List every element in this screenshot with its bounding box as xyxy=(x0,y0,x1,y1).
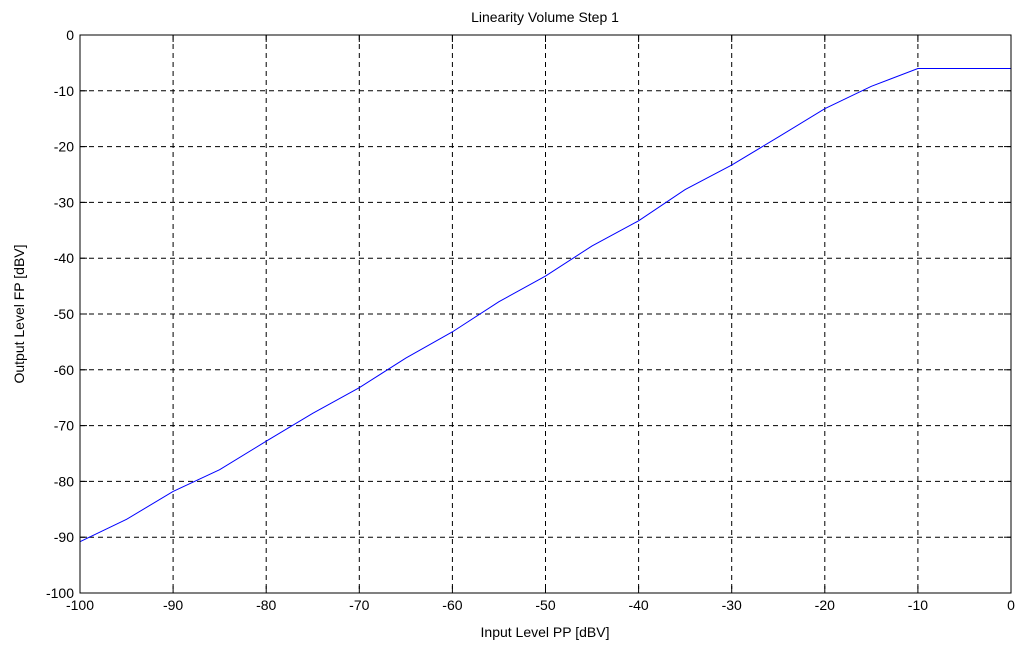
x-tick-label: -90 xyxy=(163,597,183,613)
y-tick-label: -40 xyxy=(54,250,74,266)
x-tick-label: -10 xyxy=(908,597,928,613)
y-tick-label: -30 xyxy=(54,194,74,210)
y-tick-label: -10 xyxy=(54,83,74,99)
x-tick-label: 0 xyxy=(1007,597,1015,613)
y-tick-label: -80 xyxy=(54,473,74,489)
x-axis-label: Input Level PP [dBV] xyxy=(481,624,610,640)
x-tick-label: -40 xyxy=(628,597,648,613)
x-tick-label: -60 xyxy=(442,597,462,613)
series-line xyxy=(79,67,1011,543)
y-tick-label: -20 xyxy=(54,139,74,155)
ticks xyxy=(79,34,1012,594)
grid xyxy=(80,35,1011,593)
x-tick-label: -30 xyxy=(722,597,742,613)
x-tick-labels: -100 -90 -80 -70 -60 -50 -40 -30 -20 -10 0 xyxy=(66,597,1015,613)
x-tick-label: -80 xyxy=(256,597,276,613)
y-tick-labels: 0 -10 -20 -30 -40 -50 -60 -70 -80 -90 -100 xyxy=(46,27,74,601)
y-tick-label: -60 xyxy=(54,362,74,378)
x-tick-label: -70 xyxy=(349,597,369,613)
y-tick-label: -50 xyxy=(54,306,74,322)
chart-title: Linearity Volume Step 1 xyxy=(471,9,619,25)
y-axis-label: Output Level FP [dBV] xyxy=(11,244,27,383)
x-tick-label: -20 xyxy=(815,597,835,613)
y-tick-label: 0 xyxy=(66,27,74,43)
series-layer xyxy=(79,67,1011,543)
y-tick-label: -70 xyxy=(54,418,74,434)
x-tick-label: -50 xyxy=(535,597,555,613)
y-tick-label: -90 xyxy=(54,529,74,545)
y-tick-label: -100 xyxy=(46,585,74,601)
x-tick-label: -100 xyxy=(66,597,94,613)
